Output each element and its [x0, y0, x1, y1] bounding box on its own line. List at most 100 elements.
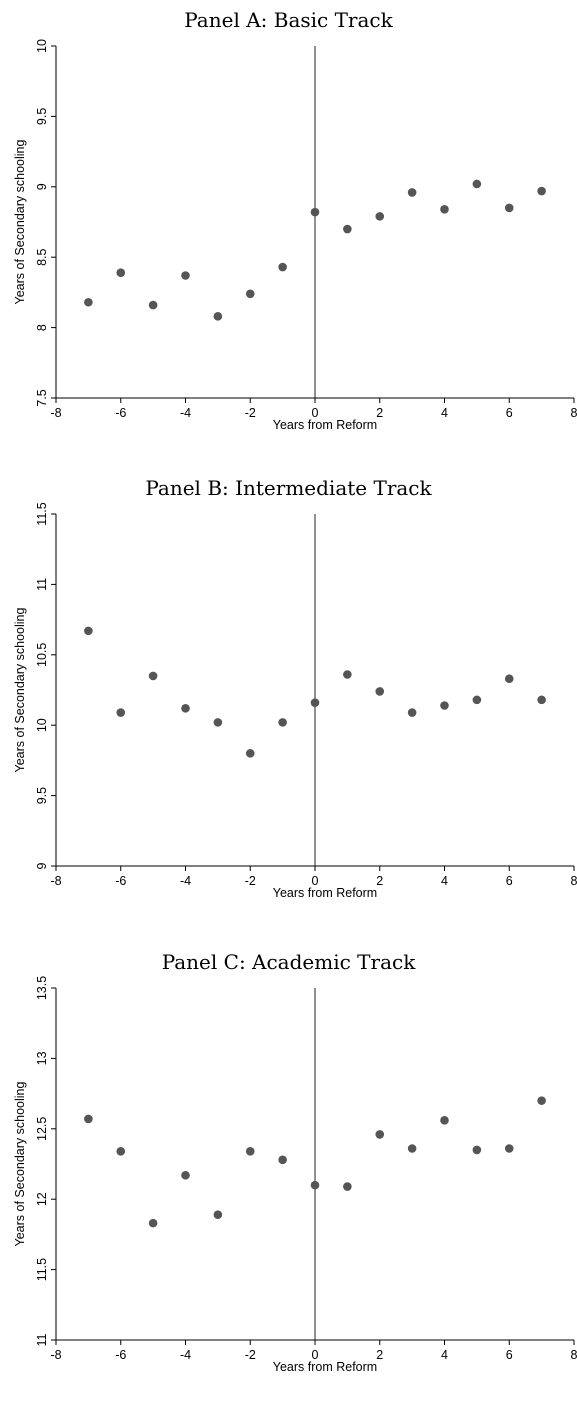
x-tick-label: -8: [50, 406, 61, 420]
data-point: [343, 224, 352, 234]
y-axis-label: Years of Secondary schooling: [13, 607, 27, 772]
data-point: [310, 207, 320, 217]
x-tick-label: 8: [571, 406, 577, 420]
x-tick-label: 8: [571, 874, 577, 888]
data-point: [278, 262, 287, 272]
y-tick-label: 11: [35, 578, 49, 591]
y-tick-label: 10: [35, 718, 49, 732]
y-tick-label: 10: [35, 39, 49, 53]
x-tick-label: 0: [312, 874, 319, 888]
y-tick-label: 7.5: [35, 389, 49, 406]
panel-b-chart: -8 -6 -4 -2 0 2 4 6 8 9 9.5 10 10.5 11 11.5 Years from …: [13, 502, 577, 900]
panel-a-chart: -8 -6 -4 -2 0 2 4 6 8 7.5 8 8.5 9 9.5 10 Years from Ref…: [13, 39, 577, 432]
y-axis-label: Years of Secondary schooling: [13, 139, 27, 304]
data-point: [440, 1116, 449, 1125]
x-tick-label: 4: [441, 1348, 448, 1362]
y-tick-label: 9.5: [35, 108, 49, 125]
x-tick-label: -6: [115, 874, 126, 888]
y-tick-label: 8: [35, 324, 49, 331]
data-point: [310, 1180, 320, 1190]
data-point: [537, 1096, 546, 1105]
data-point: [213, 1210, 223, 1219]
x-tick-label: -4: [180, 406, 191, 420]
data-point: [84, 626, 93, 636]
y-tick-label: 12.5: [35, 1117, 49, 1141]
data-point: [213, 312, 223, 321]
data-point: [245, 1147, 255, 1156]
x-tick-label: -2: [245, 874, 256, 888]
x-tick-label: 0: [312, 1348, 319, 1362]
panel-a: Panel A: Basic Track -8 -6 -4 -2 0 2 4 6 8 7.5 8 8.…: [0, 8, 577, 458]
data-point: [181, 271, 190, 280]
data-point: [407, 708, 417, 717]
data-point: [407, 1144, 417, 1153]
y-tick-label: 8.5: [35, 248, 49, 265]
x-tick-label: 6: [506, 874, 513, 888]
x-axis-label: Years from Reform: [273, 886, 377, 900]
x-tick-label: 6: [506, 406, 513, 420]
data-point: [245, 749, 255, 758]
data-point: [343, 1182, 352, 1191]
data-point: [84, 297, 93, 307]
x-tick-label: -8: [50, 874, 61, 888]
x-tick-label: 0: [312, 406, 319, 420]
x-tick-label: -4: [180, 1348, 191, 1362]
x-tick-label: 8: [571, 1348, 577, 1362]
panel-b: Panel B: Intermediate Track -8 -6 -4 -2 0 2 4 6…: [0, 476, 577, 926]
x-tick-label: -2: [245, 406, 256, 420]
x-tick-label: -2: [245, 1348, 256, 1362]
data-point: [472, 179, 482, 189]
x-tick-label: 6: [506, 1348, 513, 1362]
data-point: [537, 186, 546, 196]
x-tick-label: -8: [50, 1348, 61, 1362]
y-tick-label: 12: [35, 1192, 49, 1206]
x-tick-label: 2: [376, 1348, 383, 1362]
x-tick-label: -4: [180, 874, 191, 888]
panel-c-chart: -8 -6 -4 -2 0 2 4 6 8 11 11.5 12 12.5 13 13.5 Years fro…: [13, 976, 577, 1374]
data-point: [472, 695, 482, 705]
data-point: [537, 695, 546, 705]
y-tick-label: 11.5: [35, 1258, 49, 1281]
data-point: [148, 671, 158, 681]
y-axis-label: Years of Secondary schooling: [13, 1081, 27, 1246]
data-point: [504, 674, 514, 684]
data-point: [375, 212, 385, 221]
panel-c: Panel C: Academic Track -8 -6 -4 -2 0 2 4 6 8 11 1…: [0, 950, 577, 1398]
data-point: [278, 1155, 287, 1165]
data-point: [440, 205, 449, 214]
x-axis-label: Years from Reform: [273, 418, 377, 432]
x-tick-label: -6: [115, 1348, 126, 1362]
data-point: [504, 1144, 514, 1153]
panel-title: Panel C: Academic Track: [161, 950, 416, 974]
y-tick-label: 9: [35, 862, 49, 869]
x-tick-label: -6: [115, 406, 126, 420]
data-point: [148, 300, 158, 310]
x-tick-label: 2: [376, 406, 383, 420]
data-point: [116, 708, 126, 717]
y-tick-label: 13: [35, 1051, 49, 1065]
y-tick-label: 9: [35, 183, 49, 190]
data-point: [181, 704, 190, 713]
y-tick-label: 9.5: [35, 787, 49, 804]
x-axis-label: Years from Reform: [273, 1360, 377, 1374]
y-tick-label: 10.5: [35, 643, 49, 667]
data-point: [245, 289, 255, 299]
data-point: [440, 701, 449, 710]
data-point: [407, 188, 417, 197]
data-point: [472, 1145, 482, 1155]
data-point: [116, 268, 126, 277]
data-point: [375, 1130, 385, 1139]
panel-title: Panel A: Basic Track: [184, 8, 393, 32]
data-point: [278, 718, 287, 727]
x-tick-label: 4: [441, 874, 448, 888]
y-tick-label: 13.5: [35, 976, 49, 1000]
data-point: [343, 670, 352, 679]
x-tick-label: 2: [376, 874, 383, 888]
data-point: [310, 698, 320, 707]
panel-title: Panel B: Intermediate Track: [145, 476, 432, 500]
data-point: [116, 1147, 126, 1156]
data-point: [84, 1114, 93, 1124]
data-point: [504, 203, 514, 213]
y-tick-label: 11.5: [35, 502, 49, 525]
data-point: [181, 1170, 190, 1180]
